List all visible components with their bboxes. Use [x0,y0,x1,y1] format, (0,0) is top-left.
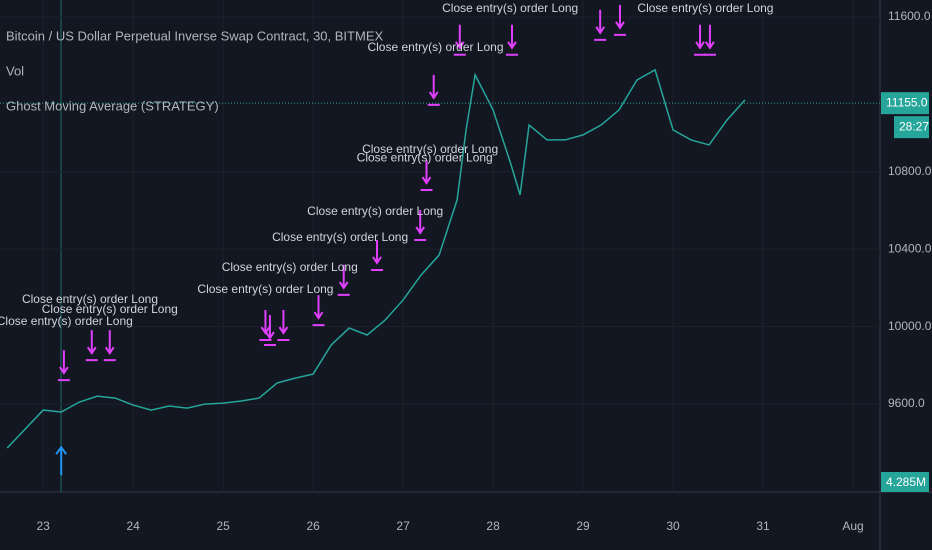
x-tick-label: 31 [756,519,770,533]
exit-marker [371,239,384,271]
annotation: Close entry(s) order Long [307,204,443,218]
x-tick-label: Aug [842,519,863,533]
annotation: Close entry(s) order Long [22,292,158,306]
x-tick-label: 27 [396,519,410,533]
exit-marker [453,24,466,56]
x-tick-label: 24 [126,519,140,533]
price-tag: 11155.0 [886,95,928,109]
x-tick-label: 23 [37,519,51,533]
exit-marker [594,9,607,41]
x-tick-label: 25 [216,519,230,533]
exit-marker [263,315,276,347]
annotation: Close entry(s) order Long [442,1,578,15]
annotation: Close entry(s) order Long [367,40,503,54]
exit-marker [312,295,325,327]
annotation: Close entry(s) order Long [222,260,358,274]
entry-marker [55,445,67,476]
exit-marker [414,209,427,241]
annotation: Close entry(s) order Long [357,150,493,164]
y-tick-label: 11600.0 [888,9,931,23]
y-tick-label: 10400.0 [888,241,932,255]
x-tick-label: 26 [306,519,320,533]
annotation: Close entry(s) order Long [637,1,773,15]
annotation: Close entry(s) order Long [362,142,498,156]
price-tag-bg [881,92,929,115]
annotation: Close entry(s) order Long [197,282,333,296]
exit-marker [505,24,518,56]
x-tick-label: 29 [576,519,590,533]
annotation: Close entry(s) order Long [42,302,178,316]
x-tick-label: 28 [486,519,500,533]
chart-title: Bitcoin / US Dollar Perpetual Inverse Sw… [6,28,383,43]
exit-marker [337,264,350,296]
countdown-bg [894,116,929,139]
volume-tag-bg [881,472,929,492]
exit-marker [613,4,626,36]
annotation: Close entry(s) order Long [272,230,408,244]
countdown: 28:27 [899,119,929,133]
y-tick-label: 9600.0 [888,396,925,410]
exit-marker [703,24,716,56]
indicator-label: Vol [6,63,24,78]
exit-marker [420,160,433,192]
price-line [6,68,746,449]
x-tick-label: 30 [666,519,680,533]
volume-tag: 4.285M [886,475,926,489]
indicator-label: Ghost Moving Average (STRATEGY) [6,98,219,113]
exit-marker [427,74,440,106]
annotation: Close entry(s) order Long [0,314,133,328]
exit-marker [57,350,70,382]
exit-marker [277,310,290,342]
y-tick-label: 10800.0 [888,164,932,178]
y-tick-label: 10000.0 [888,319,932,333]
exit-marker [85,330,98,362]
exit-marker [103,330,116,362]
